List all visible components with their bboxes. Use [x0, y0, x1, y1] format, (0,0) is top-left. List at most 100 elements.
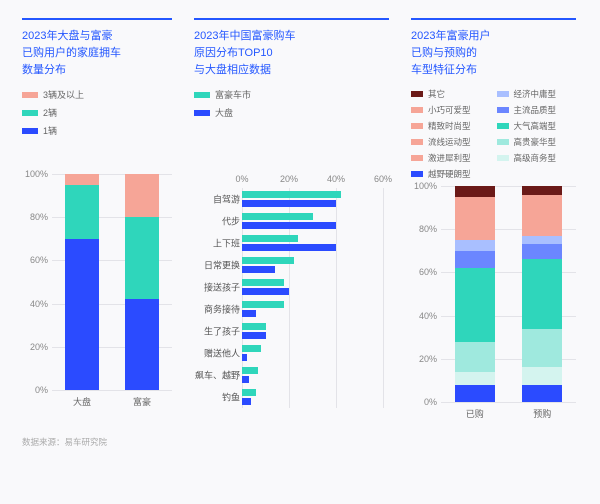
bar-segment [455, 197, 495, 240]
legend-swatch [22, 128, 38, 134]
legend-item: 富豪车市 [194, 88, 389, 101]
chart-b: 0%20%40%60%自驾游代步上下班日常更换接送孩子商务接待生了孩子赠送他人飙… [194, 174, 389, 408]
chart-b-col: 2023年中国富豪购车 原因分布TOP10 与大盘相应数据 富豪车市大盘 0%2… [194, 18, 389, 420]
x-tick: 已购 [466, 407, 484, 420]
x-tick: 60% [374, 174, 392, 184]
bar-teal [242, 301, 284, 308]
y-tick: 60% [411, 267, 437, 277]
y-tick: 100% [411, 181, 437, 191]
legend-swatch [411, 155, 423, 161]
bar-segment [455, 342, 495, 372]
legend-swatch [411, 139, 423, 145]
row-label: 飙车、越野 [194, 369, 240, 382]
stacked-bar [522, 186, 562, 402]
bar-segment [125, 299, 159, 390]
bar-segment [522, 244, 562, 259]
legend-swatch [411, 107, 423, 113]
bar-blue [242, 354, 247, 361]
bar-segment [455, 186, 495, 197]
row-label: 生了孩子 [194, 325, 240, 338]
bar-segment [455, 268, 495, 341]
legend-swatch [194, 110, 210, 116]
y-tick: 80% [411, 224, 437, 234]
bar-blue [242, 398, 251, 405]
row-label: 赠送他人 [194, 347, 240, 360]
legend-swatch [194, 92, 210, 98]
row-label: 商务接待 [194, 303, 240, 316]
bar-blue [242, 200, 336, 207]
legend-item: 小巧可爱型 [411, 104, 491, 116]
y-tick: 0% [411, 397, 437, 407]
source-text: 数据来源：易车研究院 [22, 436, 578, 448]
bar-segment [522, 329, 562, 368]
bar-segment [522, 186, 562, 195]
bar-teal [242, 235, 298, 242]
bar-segment [65, 185, 99, 239]
legend-swatch [497, 91, 509, 97]
legend-item: 流线运动型 [411, 136, 491, 148]
bar-teal [242, 389, 256, 396]
row-label: 代步 [194, 215, 240, 228]
legend-item: 1辆 [22, 124, 172, 137]
legend-swatch [497, 107, 509, 113]
bar-segment [455, 251, 495, 268]
legend-label: 激进犀利型 [428, 152, 471, 164]
bar-blue [242, 376, 249, 383]
y-tick: 80% [22, 212, 48, 222]
rule [411, 18, 576, 20]
legend-label: 大盘 [215, 106, 233, 119]
y-tick: 100% [22, 169, 48, 179]
x-tick: 20% [280, 174, 298, 184]
y-tick: 0% [22, 385, 48, 395]
legend-swatch [22, 110, 38, 116]
rule [194, 18, 389, 20]
y-tick: 40% [22, 299, 48, 309]
stacked-bar [65, 174, 99, 390]
y-tick: 20% [411, 354, 437, 364]
legend-label: 越野硬朗型 [428, 168, 471, 180]
legend-label: 高贵豪华型 [514, 136, 557, 148]
row-label: 钓鱼 [194, 391, 240, 404]
bar-segment [522, 259, 562, 328]
legend-label: 主流品质型 [514, 104, 557, 116]
bar-blue [242, 332, 266, 339]
legend-swatch [497, 155, 509, 161]
chart-a-title: 2023年大盘与富豪 已购用户的家庭拥车 数量分布 [22, 28, 172, 84]
legend-label: 其它 [428, 88, 445, 100]
chart-c-title: 2023年富豪用户 已购与预购的 车型特征分布 [411, 28, 576, 84]
chart-a-col: 2023年大盘与富豪 已购用户的家庭拥车 数量分布 3辆及以上2辆1辆 0%20… [22, 18, 172, 420]
legend-label: 高级商务型 [514, 152, 557, 164]
bar-teal [242, 191, 341, 198]
y-tick: 60% [22, 255, 48, 265]
x-tick: 40% [327, 174, 345, 184]
x-tick: 0% [235, 174, 248, 184]
legend-swatch [411, 171, 423, 177]
legend-swatch [411, 123, 423, 129]
x-tick: 大盘 [73, 395, 91, 408]
stacked-bar [125, 174, 159, 390]
legend-label: 1辆 [43, 124, 57, 137]
bar-segment [522, 367, 562, 384]
legend-label: 3辆及以上 [43, 88, 84, 101]
bar-teal [242, 345, 261, 352]
bar-blue [242, 222, 336, 229]
bar-segment [455, 372, 495, 385]
legend-item: 其它 [411, 88, 491, 100]
rule [22, 18, 172, 20]
legend-label: 经济中庸型 [514, 88, 557, 100]
bar-segment [522, 385, 562, 402]
bar-segment [522, 236, 562, 245]
bar-teal [242, 323, 266, 330]
bar-teal [242, 367, 258, 374]
legend-item: 高贵豪华型 [497, 136, 577, 148]
legend-label: 2辆 [43, 106, 57, 119]
legend-label: 流线运动型 [428, 136, 471, 148]
legend-item: 越野硬朗型 [411, 168, 491, 180]
legend-item: 激进犀利型 [411, 152, 491, 164]
y-tick: 40% [411, 311, 437, 321]
bar-blue [242, 288, 289, 295]
bar-segment [65, 174, 99, 185]
stacked-bar [455, 186, 495, 402]
legend-swatch [497, 139, 509, 145]
legend-swatch [411, 91, 423, 97]
